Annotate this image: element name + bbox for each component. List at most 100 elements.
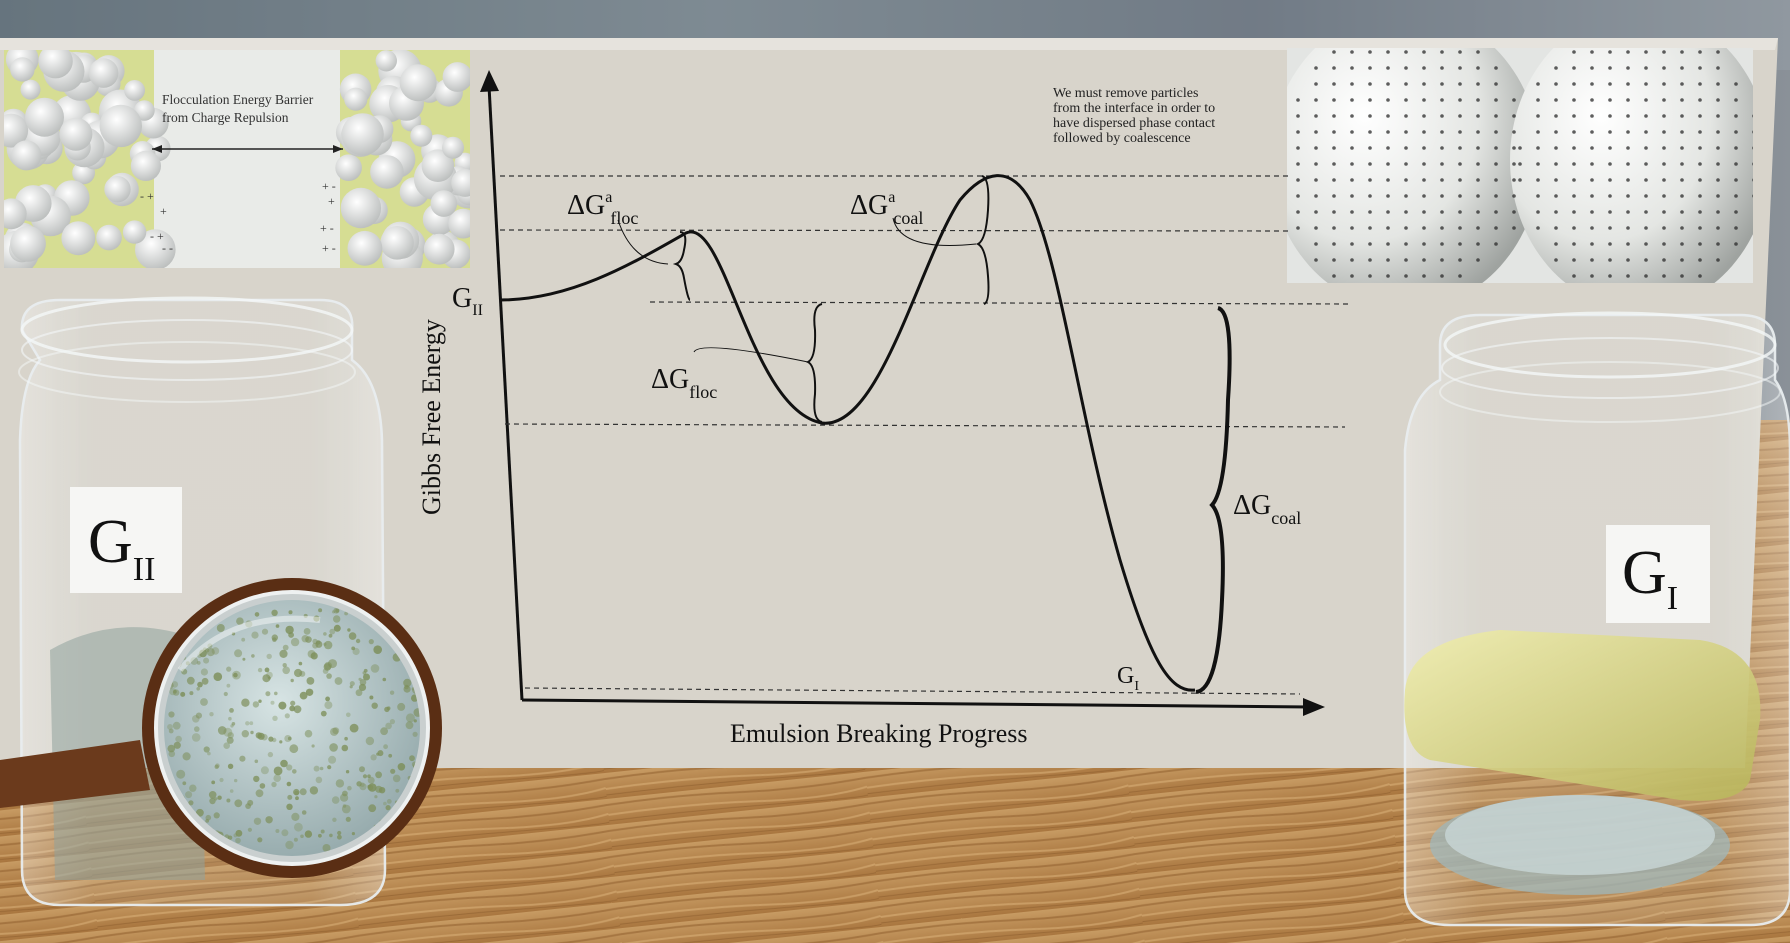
droplet-pore [1512, 162, 1516, 166]
droplet-pore [1476, 226, 1480, 230]
droplet-pore [1404, 82, 1408, 86]
lens-particle [289, 705, 296, 712]
droplet-pore [1662, 114, 1666, 118]
lens-particle [312, 638, 318, 645]
droplet-pore [1698, 146, 1702, 150]
droplet-pore [1608, 50, 1612, 54]
lens-particle [388, 753, 393, 758]
inset-particle [423, 233, 455, 265]
lens-particle [375, 771, 382, 779]
droplet-pore [1404, 66, 1408, 70]
lens-particle [356, 781, 362, 787]
lens-particle [167, 744, 176, 753]
droplet-pore [1368, 146, 1372, 150]
droplet-pore [1296, 226, 1300, 230]
droplet-pore [1440, 82, 1444, 86]
lens-particle [324, 701, 333, 710]
lens-particle [395, 788, 400, 793]
droplet-pore [1698, 274, 1702, 278]
droplet-pore [1386, 66, 1390, 70]
droplet-pore [1332, 130, 1336, 134]
lens-particle [245, 620, 253, 628]
droplet-pore [1644, 162, 1648, 166]
lens-particle [330, 727, 339, 736]
lens-particle [312, 642, 319, 649]
droplet-pore [1458, 210, 1462, 214]
lens-particle [311, 744, 315, 748]
lens-particle [335, 779, 345, 788]
lens-particle [282, 663, 287, 668]
lens-particle [271, 609, 278, 616]
inset-particle [442, 62, 470, 92]
lens-particle [173, 689, 177, 694]
lens-particle [168, 750, 176, 758]
lens-particle [392, 774, 401, 783]
lens-particle [385, 805, 391, 811]
lens-particle [203, 746, 210, 753]
lens-particle [301, 635, 309, 643]
svg-text:+: + [160, 204, 167, 218]
lens-particle [290, 637, 300, 647]
droplet-pore [1752, 178, 1753, 182]
droplet-pore [1554, 210, 1558, 214]
droplet-pore [1404, 194, 1408, 198]
inset-particle [430, 190, 458, 217]
lens-particle [365, 736, 375, 746]
lens-particle [409, 755, 415, 762]
lens-particle [318, 833, 322, 838]
droplet-pore [1662, 98, 1666, 102]
lens-particle [373, 645, 383, 654]
droplet-pore [1350, 178, 1354, 182]
lens-particle [413, 719, 417, 723]
lens-particle [239, 755, 246, 762]
droplet-pore [1608, 258, 1612, 262]
lens-particle [234, 649, 243, 658]
inset-particle [410, 124, 433, 147]
lens-particle [289, 744, 299, 754]
droplet-pore [1572, 258, 1576, 262]
lens-particle [329, 628, 336, 635]
svg-text:- +: - + [140, 189, 154, 203]
inset-particle [10, 225, 46, 262]
x-axis [521, 698, 1311, 709]
lens-particle [390, 768, 396, 774]
lens-particle [309, 786, 319, 795]
svg-text:- +: - + [150, 229, 164, 243]
lens-particle [359, 679, 367, 686]
interface-note: We must remove particles from the interf… [1053, 86, 1215, 146]
lens-particle [191, 733, 201, 742]
inset-flocculation-image: Flocculation Energy Barrier from Charge … [4, 50, 470, 268]
lens-particle [233, 672, 238, 678]
lens-particle [287, 736, 292, 741]
lens-particle [230, 724, 234, 728]
droplet-pore [1458, 194, 1462, 198]
x-axis-arrowhead [1303, 698, 1325, 716]
lens-particle [380, 727, 388, 736]
droplet-pore [1368, 162, 1372, 166]
label-dg-floc: ΔGfloc [651, 364, 717, 402]
lens-particle [383, 744, 388, 750]
lens-particle [412, 731, 418, 737]
lens-particle [299, 691, 308, 700]
droplet-pore [1716, 50, 1720, 54]
droplet-pore [1494, 130, 1498, 134]
y-axis [487, 85, 524, 701]
droplet-pore [1716, 82, 1720, 86]
inset-caption-line1: Flocculation Energy Barrier [162, 92, 314, 107]
lens-particle [329, 743, 338, 752]
lens-particle [214, 764, 219, 769]
inset-particle [99, 104, 142, 148]
lens-particle [315, 776, 323, 784]
lens-particle [232, 670, 241, 680]
lens-particle [229, 789, 234, 793]
lens-particle [258, 699, 262, 703]
droplet-pore [1386, 178, 1390, 182]
lens-particle [413, 708, 420, 717]
lens-particle [358, 683, 367, 692]
droplet-pore [1734, 114, 1738, 118]
lens-particle [226, 666, 232, 672]
inset-particle [61, 221, 96, 256]
lens-particle [199, 649, 207, 658]
droplet-pore [1422, 210, 1426, 214]
